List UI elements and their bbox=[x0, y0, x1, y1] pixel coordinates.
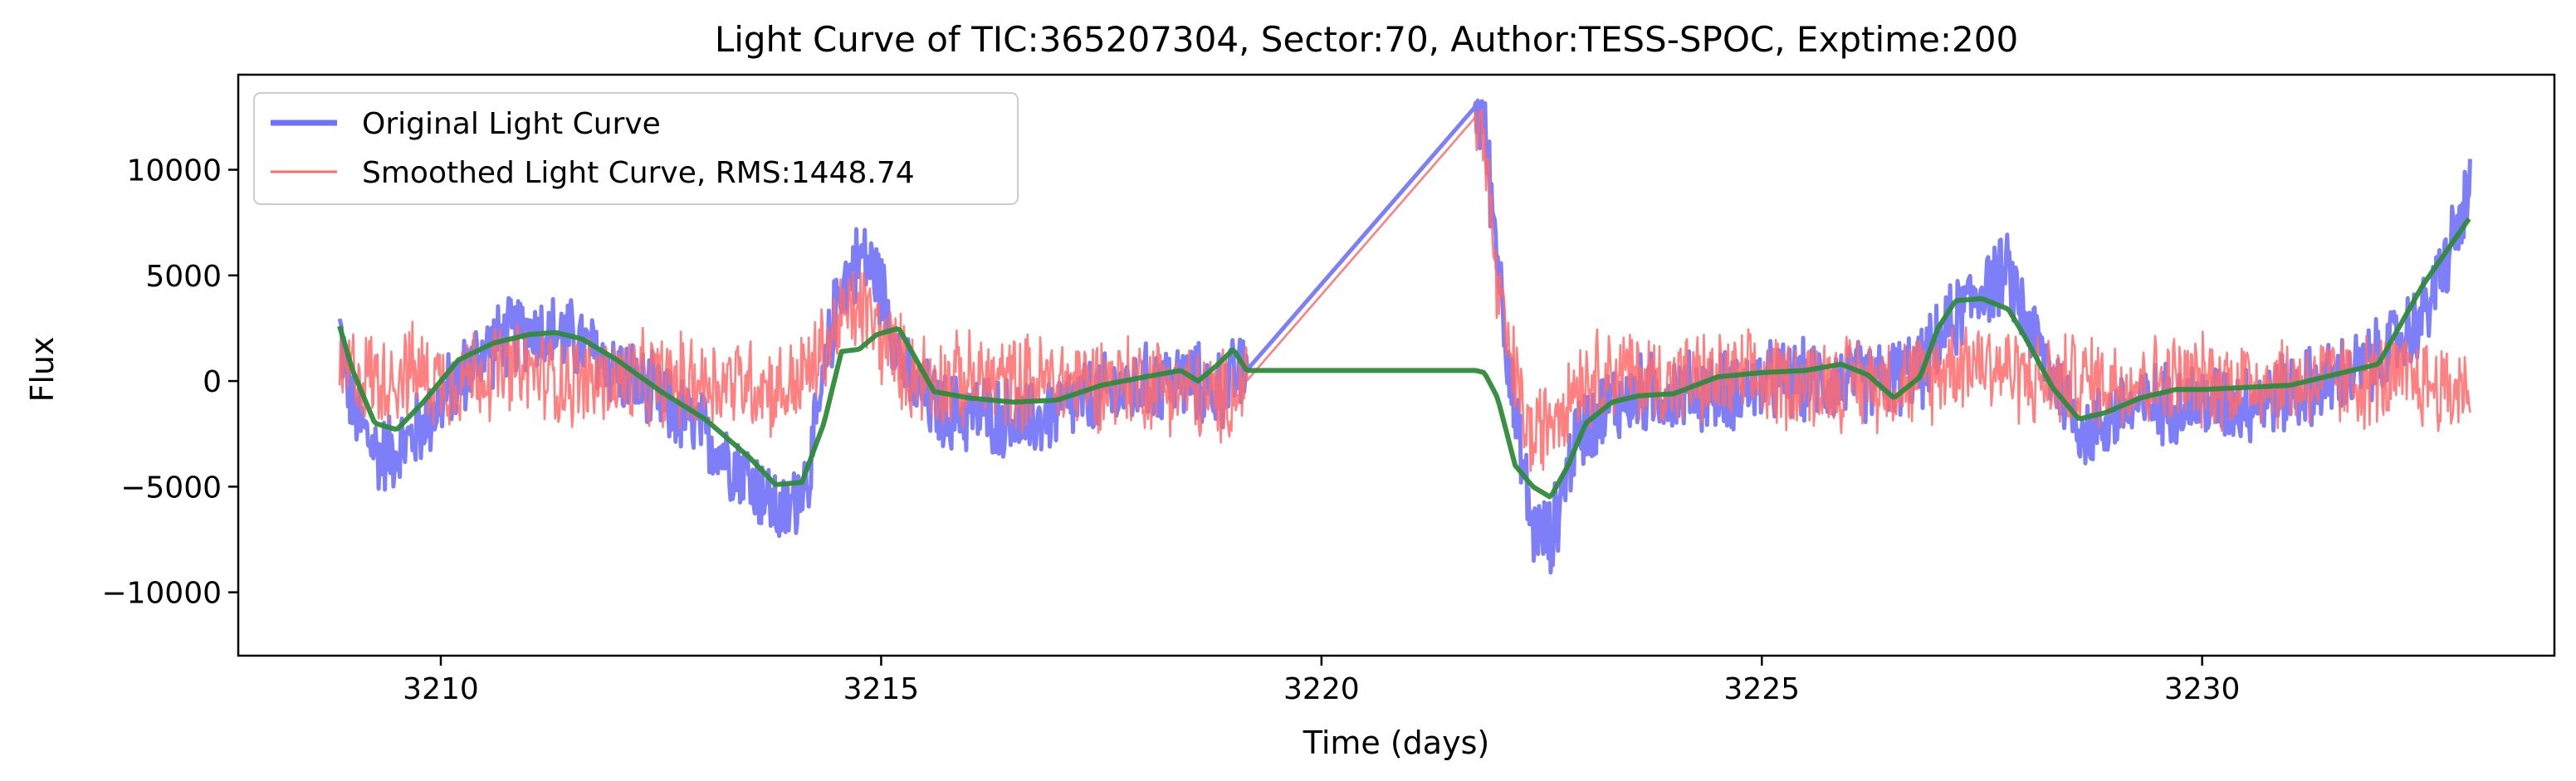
x-tick-label: 3215 bbox=[843, 672, 920, 706]
chart-title: Light Curve of TIC:365207304, Sector:70,… bbox=[715, 19, 2018, 60]
y-tick-label: −10000 bbox=[101, 577, 222, 611]
y-tick-label: −5000 bbox=[120, 471, 222, 505]
series-line-1 bbox=[338, 108, 2471, 472]
legend-label-smoothed: Smoothed Light Curve, RMS:1448.74 bbox=[362, 156, 915, 190]
axes-frame bbox=[237, 73, 2556, 657]
x-axis-ticks: 3210 3215 3220 3225 3230 bbox=[403, 656, 2240, 706]
x-axis-label: Time (days) bbox=[1303, 725, 1489, 761]
y-axis-label: Flux bbox=[24, 337, 61, 403]
series-layer bbox=[337, 98, 2472, 575]
y-tick-label: 10000 bbox=[126, 154, 222, 188]
legend: Original Light Curve Smoothed Light Curv… bbox=[253, 92, 1019, 205]
y-tick-label: 0 bbox=[203, 365, 222, 399]
y-axis-ticks: −10000 −5000 0 5000 10000 bbox=[101, 154, 238, 611]
series-line-2 bbox=[337, 217, 2471, 500]
legend-label-original: Original Light Curve bbox=[362, 107, 661, 141]
x-tick-label: 3210 bbox=[403, 672, 479, 706]
legend-box bbox=[253, 92, 1019, 205]
x-tick-label: 3220 bbox=[1283, 672, 1360, 706]
x-tick-label: 3225 bbox=[1723, 672, 1800, 706]
x-tick-label: 3230 bbox=[2164, 672, 2241, 706]
plot-area: 3210 3215 3220 3225 3230 −10000 −5000 0 5000 100… bbox=[101, 73, 2556, 706]
y-tick-label: 5000 bbox=[145, 260, 222, 294]
